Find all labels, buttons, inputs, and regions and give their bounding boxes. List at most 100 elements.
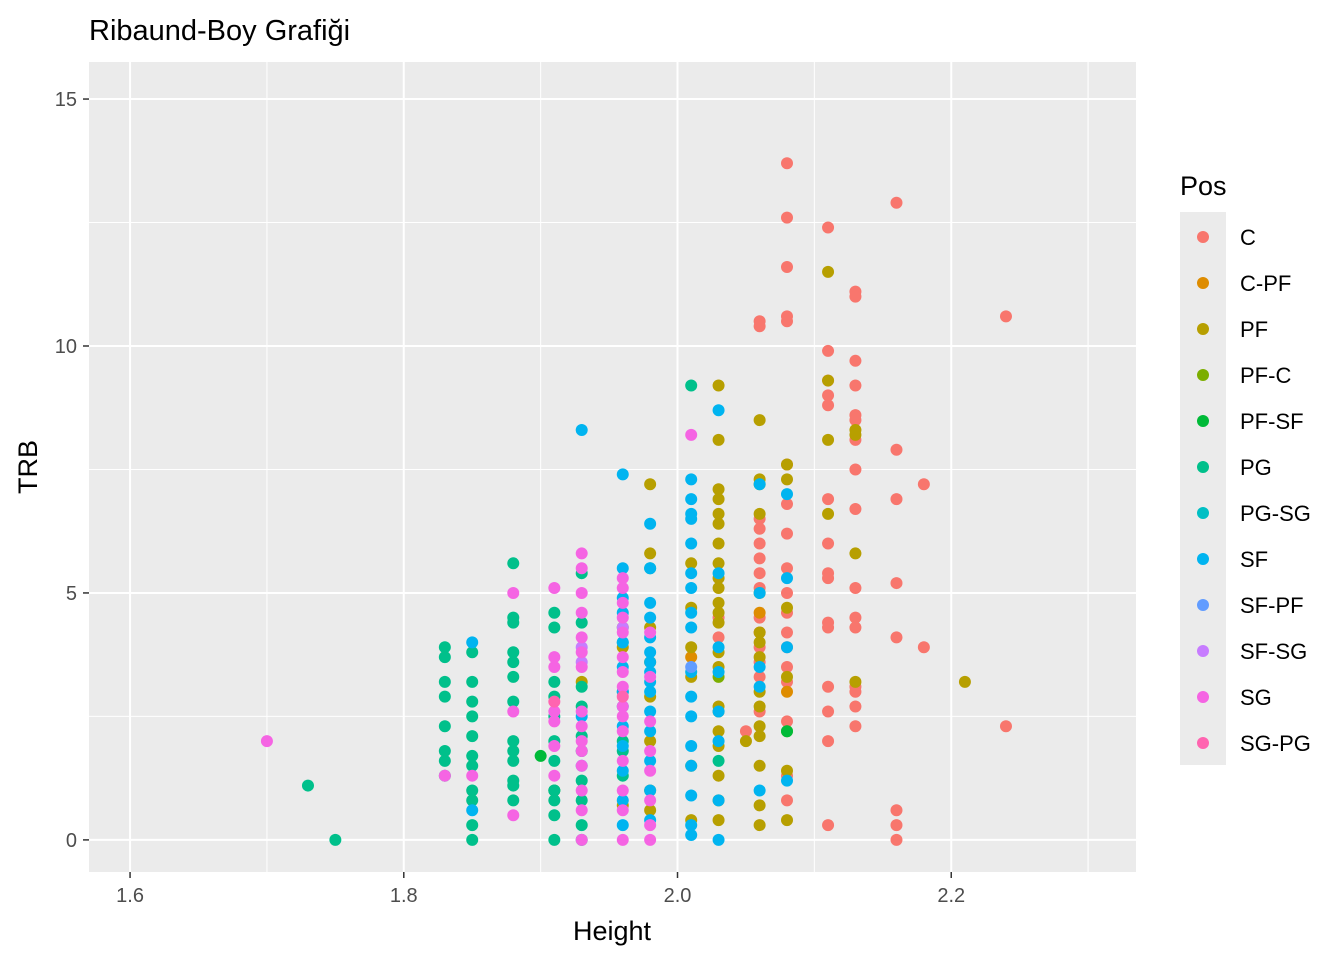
data-point-pf bbox=[712, 517, 725, 530]
data-point-c bbox=[849, 611, 862, 624]
data-point-sg bbox=[575, 661, 588, 674]
data-point-c bbox=[781, 626, 793, 639]
data-point-sg bbox=[616, 833, 629, 846]
legend-label-pg: PG bbox=[1240, 455, 1272, 480]
data-point-c bbox=[917, 641, 930, 654]
data-point-sf bbox=[685, 759, 698, 772]
data-point-c bbox=[781, 661, 793, 674]
data-point-c bbox=[781, 715, 793, 728]
legend-key-background bbox=[1180, 212, 1226, 765]
data-point-pf bbox=[753, 759, 766, 772]
data-point-sg bbox=[575, 833, 588, 846]
legend-key-sf-sg bbox=[1197, 645, 1209, 657]
data-point-sg bbox=[644, 715, 657, 728]
data-point-sg bbox=[616, 596, 629, 609]
data-point-pg bbox=[507, 646, 520, 659]
legend-key-sf-pf bbox=[1197, 599, 1209, 611]
data-point-sg bbox=[685, 428, 698, 441]
data-point-c bbox=[849, 720, 862, 733]
data-point-c bbox=[753, 670, 766, 683]
data-point-sf bbox=[712, 641, 725, 654]
data-point-pf bbox=[712, 596, 725, 609]
data-point-pf bbox=[644, 804, 657, 817]
legend-label-pg-sg: PG-SG bbox=[1240, 501, 1311, 526]
data-point-c bbox=[712, 631, 725, 644]
data-point-sf bbox=[644, 685, 657, 698]
data-point-sf bbox=[616, 562, 629, 575]
data-point-sg bbox=[548, 661, 561, 674]
data-point-c bbox=[999, 720, 1012, 733]
data-point-pf bbox=[685, 557, 698, 570]
data-point-sg bbox=[644, 744, 657, 757]
data-point-pg bbox=[466, 833, 479, 846]
data-point-sg bbox=[548, 651, 561, 664]
data-point-pf bbox=[712, 507, 725, 520]
data-point-pg bbox=[438, 651, 451, 664]
legend-label-sf: SF bbox=[1240, 547, 1268, 572]
data-point-pf bbox=[781, 473, 793, 486]
data-point-c bbox=[753, 567, 766, 580]
data-point-sg bbox=[575, 646, 588, 659]
data-point-sg bbox=[548, 582, 561, 595]
data-point-sg bbox=[575, 547, 588, 560]
data-point-c bbox=[849, 685, 862, 698]
data-point-c bbox=[781, 260, 793, 273]
data-point-sg bbox=[616, 582, 629, 595]
data-point-c-pf bbox=[685, 651, 698, 664]
data-point-pg bbox=[507, 656, 520, 669]
data-point-sf bbox=[685, 710, 698, 723]
data-point-sg bbox=[644, 819, 657, 832]
data-point-c bbox=[781, 586, 793, 599]
data-point-pf bbox=[644, 547, 657, 560]
data-point-pg bbox=[548, 794, 561, 807]
data-point-pg bbox=[466, 794, 479, 807]
data-point-c bbox=[890, 493, 903, 506]
data-point-c bbox=[849, 700, 862, 713]
legend-label-sf-pf: SF-PF bbox=[1240, 593, 1304, 618]
data-point-sg bbox=[616, 725, 629, 738]
data-point-sf-pf bbox=[685, 661, 698, 674]
legend-key-pf bbox=[1197, 323, 1209, 335]
legend-key-c-pf bbox=[1197, 277, 1209, 289]
data-point-c bbox=[753, 552, 766, 565]
data-point-pf-sf bbox=[534, 749, 547, 762]
data-point-sf bbox=[685, 621, 698, 634]
data-point-sf bbox=[644, 646, 657, 659]
data-point-c bbox=[999, 310, 1012, 323]
data-point-sf bbox=[644, 705, 657, 718]
data-point-sf bbox=[685, 740, 698, 753]
data-point-pg bbox=[438, 675, 451, 688]
data-point-c bbox=[822, 389, 835, 402]
data-point-c bbox=[849, 354, 862, 367]
data-point-c bbox=[822, 493, 835, 506]
data-point-pf bbox=[753, 507, 766, 520]
data-point-pg bbox=[466, 710, 479, 723]
data-point-sf bbox=[644, 656, 657, 669]
data-point-sf bbox=[753, 784, 766, 797]
data-point-sf bbox=[712, 794, 725, 807]
data-point-sg bbox=[575, 804, 588, 817]
data-point-sf bbox=[616, 636, 629, 649]
data-point-sg bbox=[616, 680, 629, 693]
x-axis: 1.6 1.8 2.0 2.2 bbox=[116, 872, 965, 907]
legend-key-sg bbox=[1197, 691, 1209, 703]
data-point-pg bbox=[685, 379, 698, 392]
data-point-pf bbox=[849, 675, 862, 688]
data-point-pf bbox=[739, 735, 752, 748]
data-point-sf bbox=[644, 562, 657, 575]
data-point-pg bbox=[301, 779, 314, 792]
data-point-sf bbox=[616, 764, 629, 777]
data-point-c bbox=[822, 537, 835, 550]
data-point-sf bbox=[753, 478, 766, 491]
data-point-sg bbox=[548, 769, 561, 782]
data-point-c bbox=[822, 819, 835, 832]
data-point-pf bbox=[712, 557, 725, 570]
data-point-sg bbox=[644, 833, 657, 846]
data-point-sg bbox=[616, 651, 629, 664]
data-point-pg bbox=[507, 695, 520, 708]
legend-key-pf-sf bbox=[1197, 415, 1209, 427]
x-tick-label: 2.2 bbox=[937, 885, 965, 907]
plot-panel bbox=[89, 62, 1136, 872]
data-point-sg bbox=[548, 705, 561, 718]
